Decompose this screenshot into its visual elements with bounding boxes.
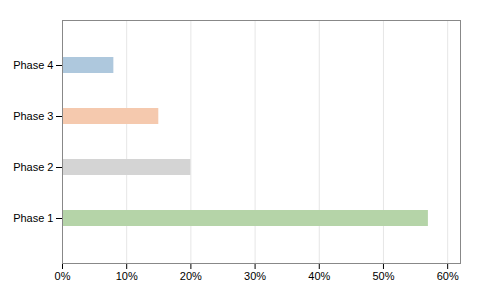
svg-text:Phase 4: Phase 4 (13, 59, 53, 71)
svg-text:Phase 1: Phase 1 (13, 212, 53, 224)
svg-text:0%: 0% (55, 270, 71, 282)
svg-text:60%: 60% (437, 270, 459, 282)
svg-text:10%: 10% (116, 270, 138, 282)
svg-text:20%: 20% (180, 270, 202, 282)
svg-text:50%: 50% (372, 270, 394, 282)
svg-text:Phase 3: Phase 3 (13, 110, 53, 122)
svg-text:30%: 30% (244, 270, 266, 282)
svg-text:Phase 2: Phase 2 (13, 161, 53, 173)
svg-text:40%: 40% (308, 270, 330, 282)
